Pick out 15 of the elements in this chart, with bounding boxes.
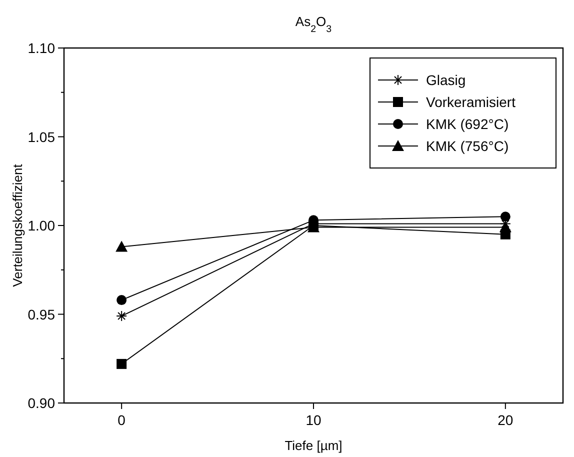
legend-label: Glasig xyxy=(426,72,466,88)
x-tick-label: 0 xyxy=(118,412,126,428)
legend-label: KMK (756°C) xyxy=(426,138,509,154)
legend-label: KMK (692°C) xyxy=(426,116,509,132)
y-tick-label: 1.00 xyxy=(28,218,56,234)
legend-label: Vorkeramisiert xyxy=(426,94,516,110)
y-tick-label: 1.10 xyxy=(28,40,56,56)
y-tick-label: 0.90 xyxy=(28,395,56,411)
x-axis-title: Tiefe [µm] xyxy=(284,438,342,453)
y-tick-label: 0.95 xyxy=(28,306,56,322)
x-tick-label: 10 xyxy=(306,412,322,428)
y-tick-label: 1.05 xyxy=(28,128,56,145)
y-axis-title: Verteilungskoeffizient xyxy=(10,164,25,287)
chart-title: As$_{2}$O$_{3}$ xyxy=(295,14,332,34)
x-tick-label: 20 xyxy=(498,412,514,428)
